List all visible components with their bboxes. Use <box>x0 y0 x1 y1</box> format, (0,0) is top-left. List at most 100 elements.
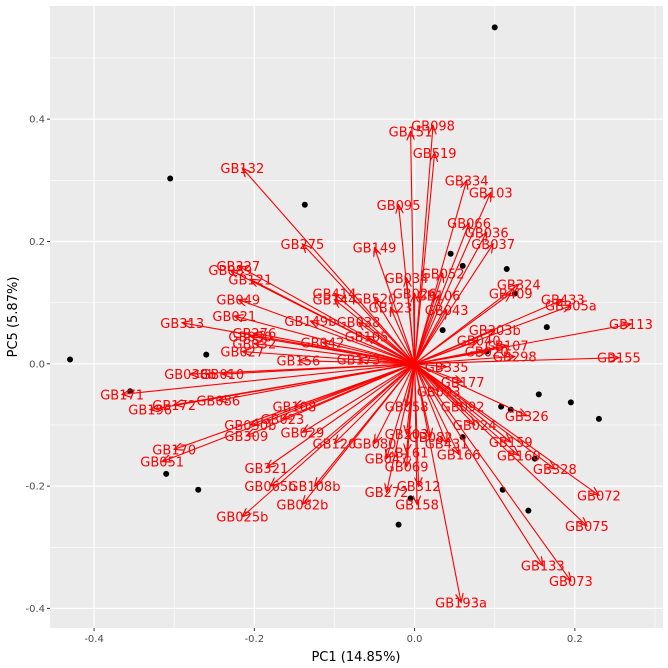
loading-label: GB025b <box>216 511 268 526</box>
loading-label: GB313 <box>160 317 204 332</box>
loading-label: GB149b <box>284 315 336 330</box>
loading-label: GB321 <box>244 462 288 477</box>
loading-label: GB086 <box>196 394 240 409</box>
data-point <box>491 24 498 31</box>
loading-arrow <box>174 363 415 405</box>
loading-label: GB075 <box>565 520 609 535</box>
loading-arrow <box>414 125 433 364</box>
loading-label: GB040 <box>457 335 501 350</box>
data-point <box>567 399 574 406</box>
loading-arrow <box>242 168 416 365</box>
y-tick-label: 0.2 <box>29 237 45 248</box>
loading-arrow <box>414 293 511 365</box>
loading-arrow <box>334 363 415 444</box>
loading-label: GB144 <box>313 294 357 309</box>
loading-label: GB161 <box>385 446 429 461</box>
data-point <box>531 455 538 462</box>
loading-label: GB021 <box>212 310 256 325</box>
data-point <box>525 507 532 514</box>
loading-label: GB272 <box>365 486 409 501</box>
loading-arrow <box>250 279 415 365</box>
data-point <box>395 521 402 528</box>
loading-label: GB024 <box>453 419 497 434</box>
loading-label: GB123 <box>369 302 413 317</box>
loading-label: GB047 <box>365 453 409 468</box>
loading-label: GB034 <box>385 272 429 287</box>
data-point <box>407 495 414 502</box>
data-point <box>439 327 446 334</box>
loading-arrow <box>414 363 543 566</box>
loading-arrow <box>414 273 443 364</box>
loading-arrow <box>218 363 415 401</box>
x-axis-title: PC1 (14.85%) <box>311 650 400 665</box>
loading-label: GB298 <box>493 350 537 365</box>
x-tick-label: -0.2 <box>245 634 265 645</box>
loading-arrow <box>242 363 415 517</box>
loading-arrow <box>387 363 416 459</box>
loading-label: GB027 <box>220 346 264 361</box>
loading-label: GB120 <box>313 437 357 452</box>
loading-arrow <box>162 363 415 462</box>
loading-arrow <box>334 293 415 365</box>
loading-label: GB036 <box>465 226 509 241</box>
loading-label: GB052 <box>421 267 465 282</box>
loading-label: GB049 <box>216 294 260 309</box>
loading-label: GB058 <box>385 401 429 416</box>
loading-label: GB032 <box>232 338 276 353</box>
loading-arrow <box>375 363 416 444</box>
loading-label: GB155 <box>597 352 641 367</box>
loading-label: GB151 <box>389 125 433 140</box>
loading-label: GB334 <box>445 174 489 189</box>
y-axis-title: PC5 (5.87%) <box>6 277 21 358</box>
loading-arrow <box>222 363 415 374</box>
loading-arrow <box>391 308 416 365</box>
loading-arrow <box>414 310 447 365</box>
loading-arrow <box>414 363 511 442</box>
loading-label: GB093 <box>417 385 461 400</box>
loading-label: GB037 <box>471 238 515 253</box>
loading-label: GB409 <box>489 287 533 302</box>
loading-arrow <box>174 363 415 450</box>
data-point <box>203 351 210 358</box>
loading-label: GB020 <box>465 346 509 361</box>
loading-label: GB095 <box>377 199 421 214</box>
loading-arrow <box>414 363 475 425</box>
grid-lines <box>50 6 663 628</box>
loading-arrow <box>414 295 439 364</box>
loading-label: GB051 <box>140 456 184 471</box>
loading-label: GB043 <box>425 304 469 319</box>
loading-label: GB029 <box>281 426 325 441</box>
loading-arrow <box>246 363 415 436</box>
loading-label: GB158 <box>395 498 439 513</box>
loading-arrow <box>407 278 416 364</box>
x-axis-ticks: -0.4 -0.2 0.0 0.2 <box>84 628 583 645</box>
loading-label: GB312 <box>397 480 441 495</box>
loading-label: GB414 <box>313 287 357 302</box>
data-point <box>67 356 74 363</box>
loading-label: GB103 <box>469 187 513 202</box>
loading-arrow <box>414 232 487 365</box>
loading-label: GB309 <box>224 430 268 445</box>
y-tick-label: 0.0 <box>29 359 45 370</box>
loading-label: GB072 <box>577 489 621 504</box>
loading-label: GB098 <box>411 119 455 134</box>
loading-arrow <box>414 358 619 365</box>
loading-arrow <box>414 363 587 526</box>
loading-arrow <box>414 363 555 469</box>
loading-arrow <box>414 363 447 444</box>
loading-label: GB193a <box>435 596 487 611</box>
loading-arrow <box>387 363 416 492</box>
data-point <box>535 391 542 398</box>
loading-label: GB082 <box>409 431 453 446</box>
loading-label: GB073 <box>549 575 593 590</box>
loading-label: GB327 <box>216 260 260 275</box>
loading-arrow <box>407 363 416 467</box>
loading-label: GB082b <box>276 498 328 513</box>
loading-label: GB069 <box>385 461 429 476</box>
loading-label: GB275 <box>281 238 325 253</box>
loading-label: GB159 <box>489 436 533 451</box>
loading-arrow <box>414 363 527 416</box>
loading-arrow <box>414 363 463 382</box>
loading-label: GB030 <box>228 330 272 345</box>
x-tick-label: -0.4 <box>84 634 104 645</box>
